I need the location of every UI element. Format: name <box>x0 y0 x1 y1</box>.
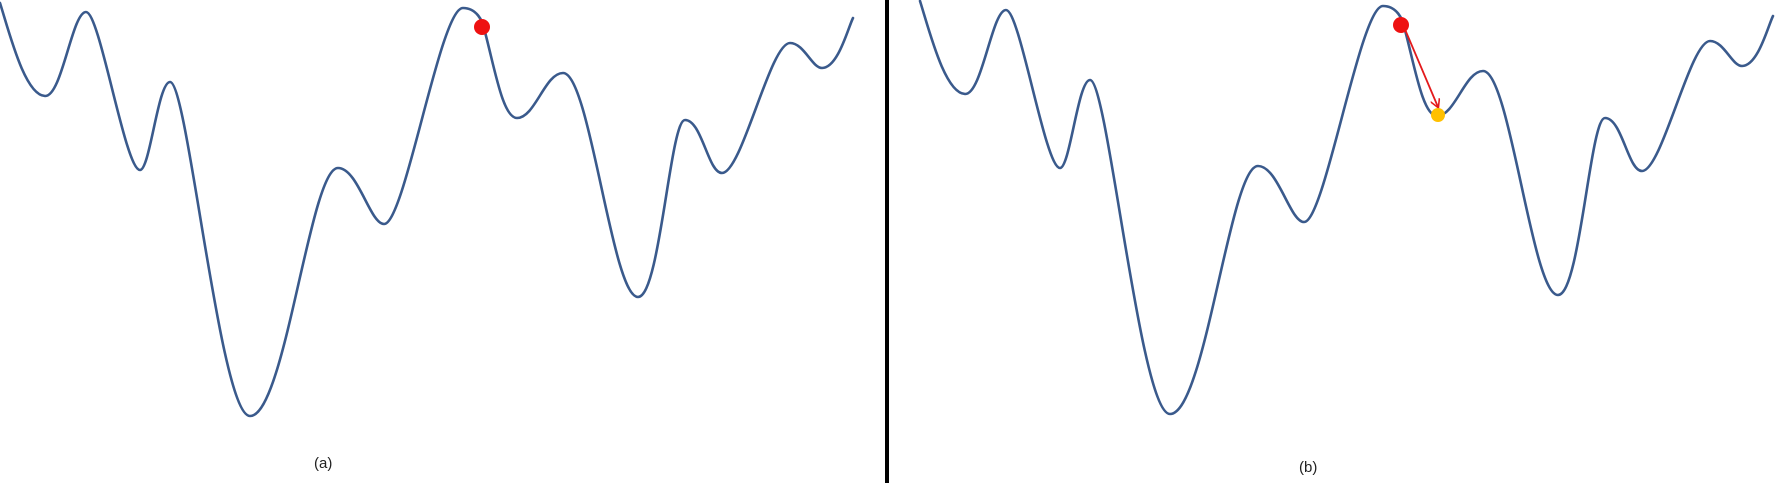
current-point-marker-a <box>474 19 490 35</box>
next-point-marker-b <box>1431 108 1445 122</box>
current-point-marker-b <box>1393 17 1409 33</box>
panel-a-caption: (a) <box>314 455 333 472</box>
panel-b-caption: (b) <box>1299 459 1318 476</box>
panel-b <box>918 0 1775 416</box>
descent-step-arrow <box>1403 26 1438 107</box>
landscape-curve-a <box>0 1 855 418</box>
panel-a <box>0 1 855 418</box>
landscape-curve-b <box>918 0 1775 416</box>
